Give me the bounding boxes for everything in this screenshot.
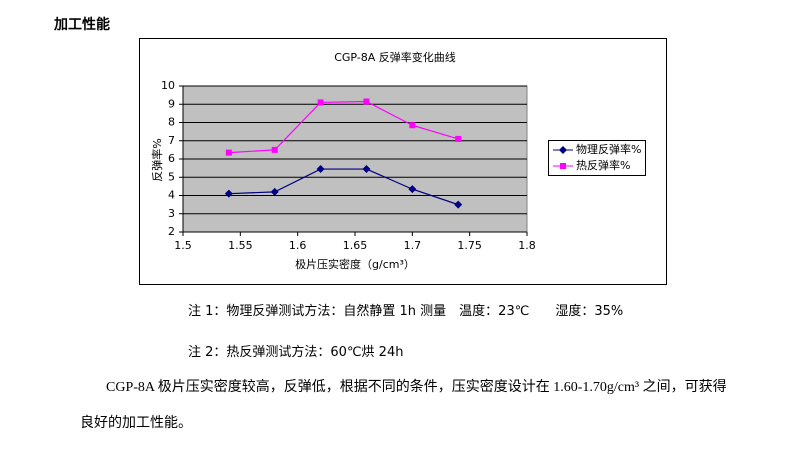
x-tick-label: 1.75 [457,239,482,252]
legend-marker [560,163,566,169]
x-axis-label: 极片压实密度（g/cm³） [295,257,415,271]
marker [409,122,416,129]
y-tick-label: 10 [161,79,175,92]
x-tick-label: 1.8 [518,239,536,252]
y-tick-label: 2 [168,225,175,238]
y-axis-label: 反弹率% [150,138,164,181]
marker [317,99,324,106]
note: 注 2：热反弹测试方法：60℃烘 24h [188,345,404,360]
marker [362,165,371,174]
note: 注 1：物理反弹测试方法：自然静置 1h 测量 温度：23℃ 湿度：35% [188,304,624,319]
x-tick-label: 1.55 [228,239,253,252]
legend-label: 热反弹率% [576,158,630,172]
section-heading: 加工性能 [54,17,110,33]
marker [316,165,325,174]
x-tick-label: 1.5 [174,239,192,252]
y-tick-label: 6 [168,152,175,165]
marker [270,187,279,196]
legend-marker [559,146,567,154]
series-line [228,168,459,206]
y-tick-label: 5 [168,170,175,183]
chart: CGP-8A 反弹率变化曲线 极片压实密度（g/cm³） 反弹率% 2 3 4 5 6 7… [139,38,667,285]
marker [408,185,417,194]
legend-label: 物理反弹率% [576,142,641,156]
marker [454,200,463,209]
y-tick-label: 7 [168,134,175,147]
x-tick-label: 1.6 [289,239,307,252]
x-tick-label: 1.7 [404,239,422,252]
x-tick-label: 1.65 [343,239,368,252]
y-tick-label: 4 [168,189,175,202]
y-tick-label: 3 [168,207,175,220]
y-tick-label: 9 [168,97,175,110]
marker [455,135,462,142]
paragraph: CGP-8A 极片压实密度较高，反弹低，根据不同的条件，压实密度设计在 1.60… [80,380,727,431]
series-line [228,100,459,154]
marker [271,146,278,153]
marker [363,98,370,105]
marker [224,189,233,198]
chart-title: CGP-8A 反弹率变化曲线 [334,50,456,64]
marker [225,149,232,156]
legend-box [548,140,646,176]
y-tick-label: 8 [168,116,175,129]
